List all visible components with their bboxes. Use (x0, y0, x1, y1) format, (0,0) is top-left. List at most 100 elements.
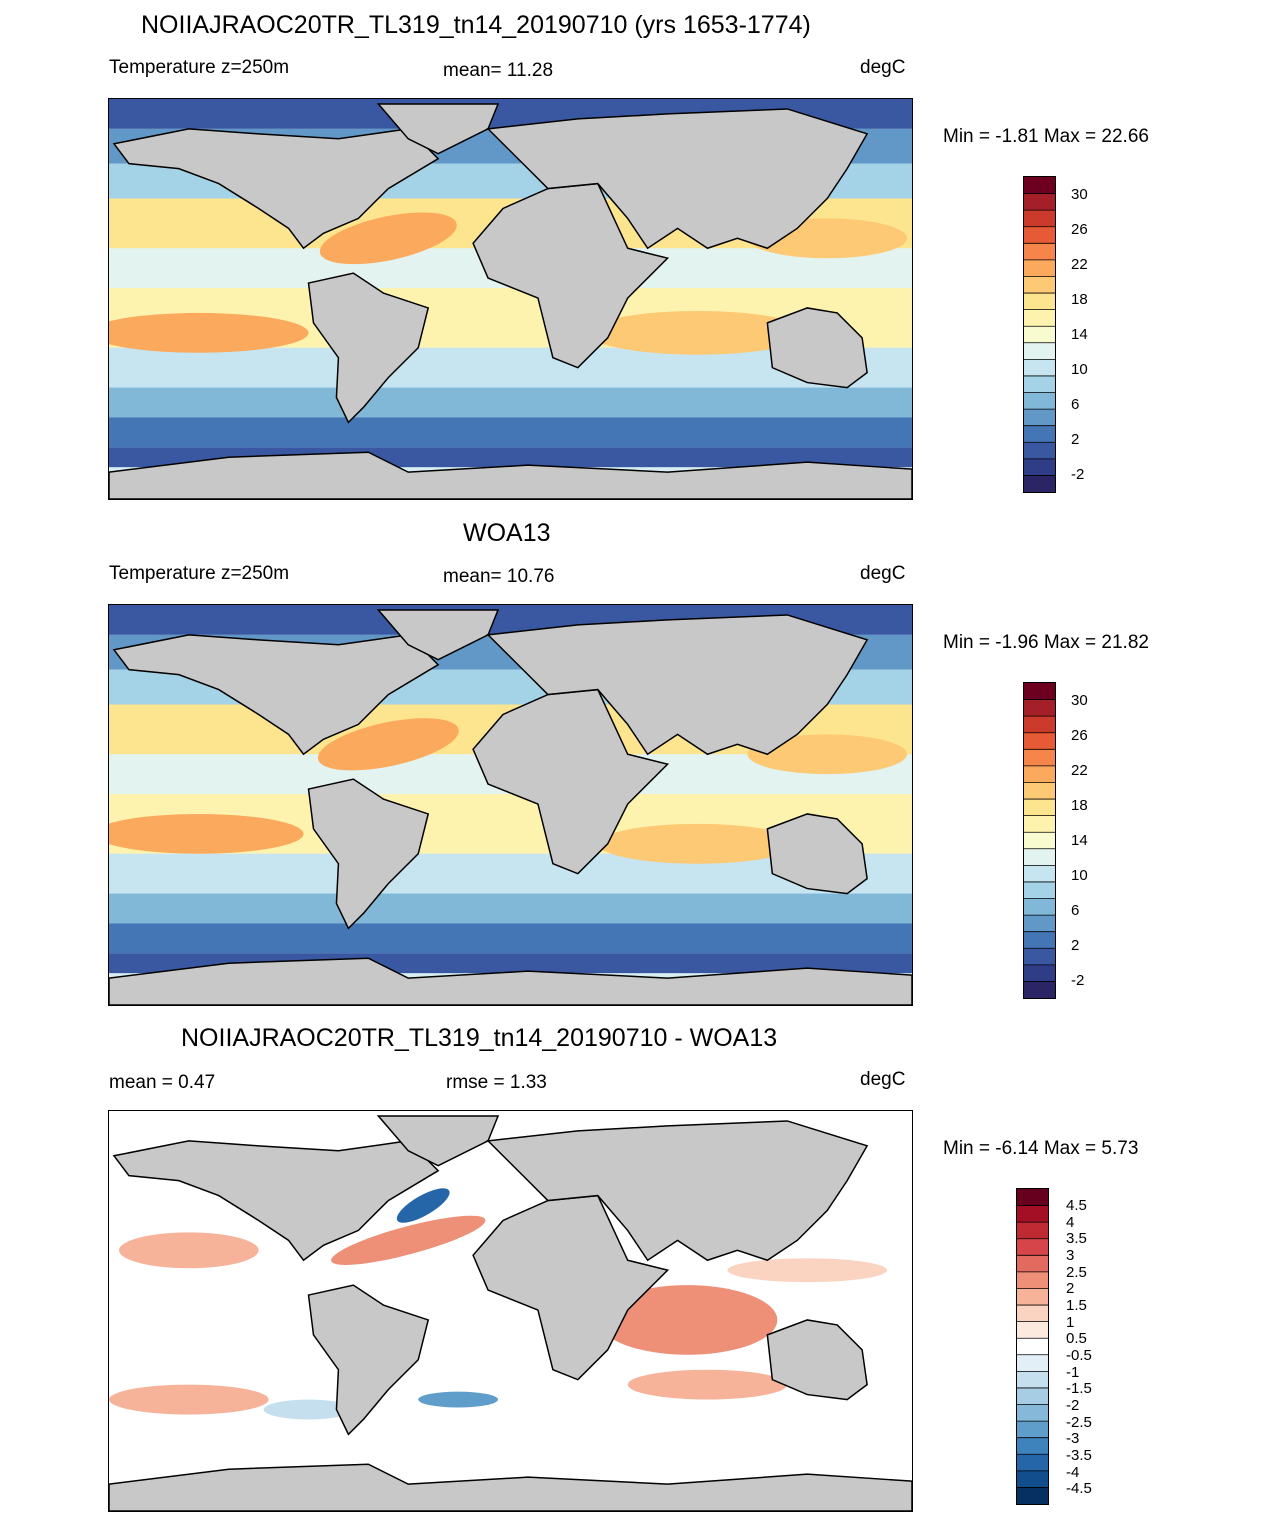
panel3-cb-tick: 3 (1066, 1247, 1075, 1264)
panel1-units-label: degC (860, 57, 906, 78)
panel3-cb-tick: 2 (1066, 1280, 1075, 1297)
colorbar-swatch (1024, 259, 1055, 277)
colorbar-swatch (1024, 981, 1055, 998)
colorbar-swatch (1024, 716, 1055, 734)
panel2-colorbar (1023, 682, 1056, 999)
colorbar-swatch (1024, 243, 1055, 261)
panel1-cb-tick: 18 (1071, 291, 1088, 308)
colorbar-swatch (1024, 210, 1055, 228)
colorbar-swatch (1017, 1354, 1048, 1372)
panel3-rmse-label: rmse = 1.33 (446, 1072, 547, 1093)
panel2-map (108, 604, 913, 1006)
panel3-cb-tick: -4.5 (1066, 1480, 1092, 1497)
colorbar-swatch (1017, 1321, 1048, 1339)
colorbar-swatch (1024, 193, 1055, 211)
colorbar-swatch (1024, 815, 1055, 833)
colorbar-swatch (1017, 1371, 1048, 1389)
panel2-cb-tick: 30 (1071, 692, 1088, 709)
colorbar-swatch (1024, 848, 1055, 866)
colorbar-swatch (1017, 1189, 1048, 1207)
panel2-cb-tick: 10 (1071, 867, 1088, 884)
colorbar-swatch (1024, 309, 1055, 327)
panel3-cb-tick: -1.5 (1066, 1380, 1092, 1397)
panel3-cb-tick: 3.5 (1066, 1230, 1087, 1247)
panel3-cb-tick: 4.5 (1066, 1197, 1087, 1214)
panel3-mean-label: mean = 0.47 (109, 1072, 216, 1093)
panel3-land (109, 1115, 912, 1511)
panel3-colorbar (1016, 1188, 1049, 1505)
panel2-minmax-label: Min = -1.96 Max = 21.82 (943, 632, 1149, 653)
panel3-map (108, 1110, 913, 1512)
colorbar-swatch (1017, 1437, 1048, 1455)
panel1-land (109, 103, 912, 499)
colorbar-swatch (1017, 1470, 1048, 1488)
colorbar-swatch (1024, 326, 1055, 344)
colorbar-swatch (1024, 177, 1055, 195)
colorbar-swatch (1024, 732, 1055, 750)
panel1-cb-tick: 14 (1071, 326, 1088, 343)
panel2-cb-tick: 2 (1071, 937, 1080, 954)
panel2-mean-label: mean= 10.76 (443, 566, 555, 587)
colorbar-swatch (1017, 1205, 1048, 1223)
panel1-variable-label: Temperature z=250m (109, 57, 290, 78)
colorbar-swatch (1024, 458, 1055, 476)
colorbar-swatch (1017, 1288, 1048, 1306)
colorbar-swatch (1024, 865, 1055, 883)
panel3-cb-tick: -3.5 (1066, 1447, 1092, 1464)
colorbar-swatch (1017, 1222, 1048, 1240)
panel1-cb-tick: 26 (1071, 221, 1088, 238)
colorbar-swatch (1024, 749, 1055, 767)
panel2-title: WOA13 (463, 519, 551, 547)
colorbar-swatch (1017, 1271, 1048, 1289)
panel3-cb-tick: 2.5 (1066, 1264, 1087, 1281)
panel1-title: NOIIAJRAOC20TR_TL319_tn14_20190710 (yrs … (141, 11, 811, 39)
panel3-units-label: degC (860, 1069, 906, 1090)
colorbar-swatch (1017, 1404, 1048, 1422)
panel1-minmax-label: Min = -1.81 Max = 22.66 (943, 126, 1149, 147)
colorbar-swatch (1024, 931, 1055, 949)
colorbar-swatch (1024, 293, 1055, 311)
panel3-cb-tick: 1 (1066, 1314, 1075, 1331)
panel2-cb-tick: -2 (1071, 972, 1085, 989)
colorbar-swatch (1024, 392, 1055, 410)
colorbar-swatch (1024, 226, 1055, 244)
panel1-cb-tick: 10 (1071, 361, 1088, 378)
panel1-colorbar (1023, 176, 1056, 493)
panel2-map-svg (109, 605, 912, 1005)
panel2-variable-label: Temperature z=250m (109, 563, 290, 584)
colorbar-swatch (1017, 1338, 1048, 1356)
panel3-title: NOIIAJRAOC20TR_TL319_tn14_20190710 - WOA… (181, 1024, 778, 1052)
panel2-cb-tick: 14 (1071, 832, 1088, 849)
colorbar-swatch (1024, 799, 1055, 817)
panel2-cb-tick: 6 (1071, 902, 1080, 919)
panel2-cb-tick: 22 (1071, 762, 1088, 779)
colorbar-swatch (1017, 1305, 1048, 1323)
colorbar-swatch (1017, 1454, 1048, 1472)
panel2-land (109, 609, 912, 1005)
panel3-cb-tick: 4 (1066, 1214, 1075, 1231)
colorbar-swatch (1024, 683, 1055, 701)
colorbar-swatch (1024, 881, 1055, 900)
colorbar-swatch (1017, 1487, 1048, 1504)
panel1-colorbar-svg (1024, 177, 1055, 492)
colorbar-swatch (1024, 782, 1055, 800)
panel1-cb-tick: 30 (1071, 186, 1088, 203)
panel3-cb-tick: -1 (1066, 1364, 1080, 1381)
colorbar-swatch (1024, 359, 1055, 377)
panel1-map (108, 98, 913, 500)
colorbar-swatch (1024, 765, 1055, 783)
colorbar-swatch (1017, 1255, 1048, 1273)
panel3-cb-tick: 1.5 (1066, 1297, 1087, 1314)
colorbar-swatch (1024, 475, 1055, 492)
colorbar-swatch (1024, 915, 1055, 933)
panel3-map-svg (109, 1111, 912, 1511)
colorbar-swatch (1024, 832, 1055, 850)
panel2-units-label: degC (860, 563, 906, 584)
colorbar-swatch (1024, 375, 1055, 394)
colorbar-swatch (1024, 409, 1055, 427)
panel1-cb-tick: 2 (1071, 431, 1080, 448)
colorbar-swatch (1017, 1421, 1048, 1439)
colorbar-swatch (1017, 1387, 1048, 1406)
panel1-map-svg (109, 99, 912, 499)
colorbar-swatch (1024, 276, 1055, 294)
